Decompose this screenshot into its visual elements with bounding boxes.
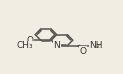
- Text: N: N: [53, 41, 60, 50]
- Text: NH: NH: [89, 41, 103, 50]
- Text: CH₃: CH₃: [16, 41, 33, 50]
- Text: O: O: [26, 36, 33, 45]
- Text: O: O: [80, 47, 87, 56]
- Text: 2: 2: [96, 44, 100, 49]
